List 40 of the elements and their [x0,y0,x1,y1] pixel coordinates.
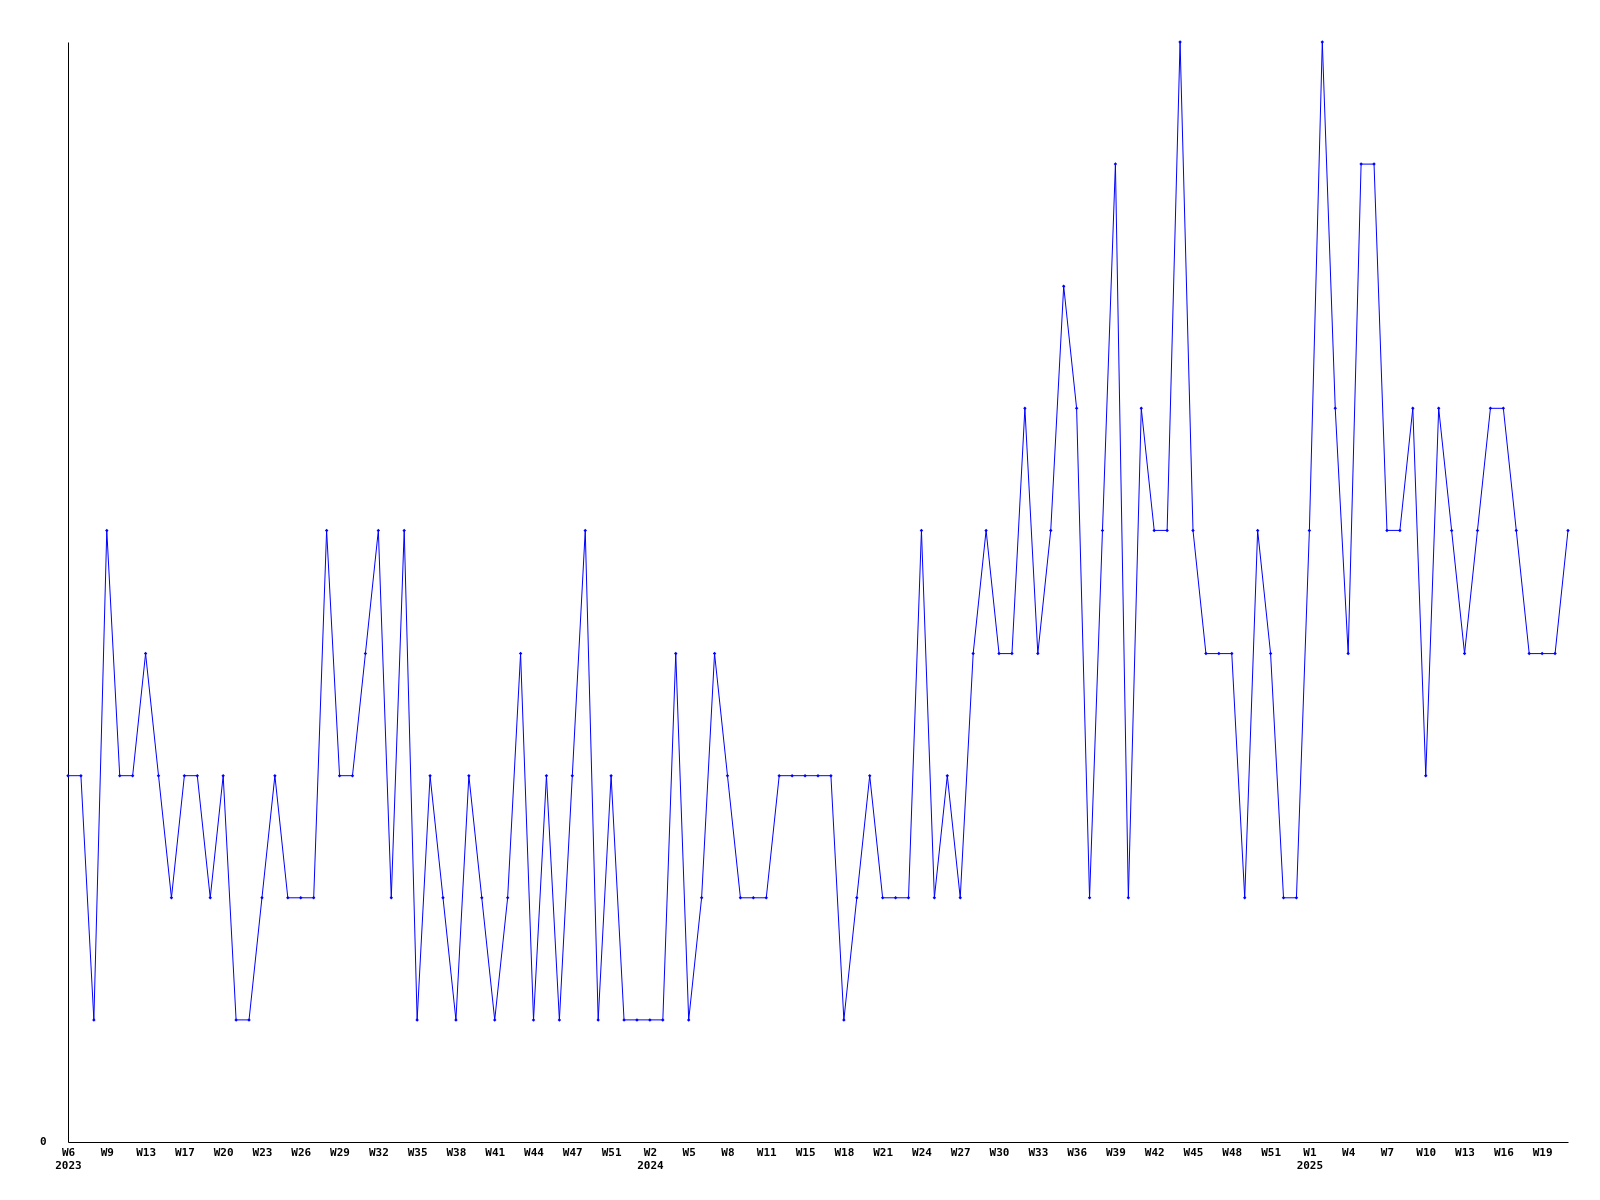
x-tick-label: W26 [291,1145,312,1159]
x-tick-label: W6 2023 [55,1145,82,1172]
x-tick-label: W9 [100,1145,114,1159]
x-tick-label: W39 [1105,1145,1126,1159]
x-tick-label: W35 [407,1145,428,1159]
x-tick-label: W13 [1455,1145,1475,1159]
x-tick-label: W47 [562,1145,583,1159]
x-tick-label: W36 [1067,1145,1088,1159]
x-tick-label: W30 [989,1145,1010,1159]
x-tick-label: W38 [446,1145,467,1159]
x-tick-label: W32 [368,1145,389,1159]
x-tick-label: W45 [1183,1145,1204,1159]
x-tick-label: W18 [834,1145,855,1159]
x-tick-label: W10 [1416,1145,1437,1159]
x-tick-label: W21 [873,1145,894,1159]
x-tick-label: W48 [1222,1145,1243,1159]
x-tick-label: W44 [524,1145,545,1159]
x-tick-label: W19 [1532,1145,1553,1159]
x-tick-label: W27 [950,1145,971,1159]
x-tick-label: W2 2024 [637,1145,665,1172]
x-tick-label: W4 [1342,1145,1356,1159]
x-tick-label: W41 [485,1145,506,1159]
x-tick-label: W7 [1380,1145,1395,1159]
x-tick-label: W1 2025 [1296,1145,1324,1172]
x-tick-label: W15 [795,1145,816,1159]
x-tick-label: W51 [601,1145,622,1159]
x-tick-label: W33 [1028,1145,1049,1159]
text: 0 [40,1135,47,1148]
x-tick-label: W23 [252,1145,273,1159]
x-tick-label: W16 [1493,1145,1515,1159]
x-tick-label: W13 [136,1145,157,1159]
x-tick-label: W11 [756,1145,778,1159]
x-tick-label: W51 [1261,1145,1282,1159]
x-tick-label: W29 [330,1145,350,1159]
x-tick-label: W24 [912,1145,933,1159]
x-tick-label: W5 [682,1145,696,1159]
x-tick-label: W20 [213,1145,234,1159]
x-tick-label: W17 [174,1145,195,1159]
x-tick-label: W42 [1144,1145,1165,1159]
x-tick-label: W8 [721,1145,735,1159]
